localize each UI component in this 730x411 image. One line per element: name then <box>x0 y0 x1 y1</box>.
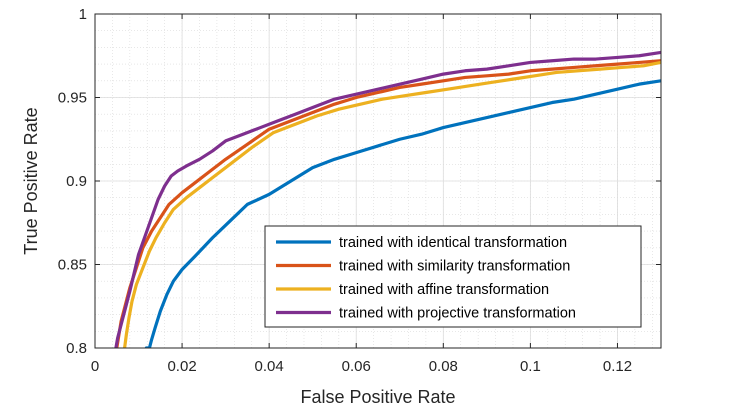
y-tick-label-2: 0.9 <box>66 173 87 190</box>
series-line-1 <box>115 59 661 348</box>
y-tick-label-1: 0.85 <box>58 257 87 274</box>
series-group <box>114 50 661 348</box>
legend-label-1: trained with similarity transformation <box>339 259 570 275</box>
series-line-2 <box>123 60 661 348</box>
y-axis-title: True Positive Rate <box>21 107 41 254</box>
x-tick-label-3: 0.06 <box>342 358 371 375</box>
series-line-0 <box>144 79 661 348</box>
x-axis-title: False Positive Rate <box>300 387 455 407</box>
series-line-3 <box>114 50 661 348</box>
tick-marks <box>94 13 661 349</box>
y-tick-label-3: 0.95 <box>58 90 87 107</box>
x-tick-label-0: 0 <box>91 358 99 375</box>
y-tick-label-0: 0.8 <box>66 340 87 357</box>
x-tick-label-2: 0.04 <box>255 358 284 375</box>
legend: trained with identical transformation tra… <box>264 225 642 328</box>
x-tick-label-5: 0.1 <box>520 358 541 375</box>
x-tick-label-4: 0.08 <box>429 358 458 375</box>
legend-label-2: trained with affine transformation <box>339 282 549 298</box>
legend-label-0: trained with identical transformation <box>339 235 567 251</box>
y-tick-label-4: 1 <box>79 6 87 23</box>
y-tick-labels: 0.8 0.85 0.9 0.95 1 <box>58 6 87 357</box>
legend-label-3: trained with projective transformation <box>339 306 576 322</box>
x-tick-labels: 0 0.02 0.04 0.06 0.08 0.1 0.12 <box>91 358 632 375</box>
x-tick-label-6: 0.12 <box>603 358 632 375</box>
x-tick-label-1: 0.02 <box>167 358 196 375</box>
